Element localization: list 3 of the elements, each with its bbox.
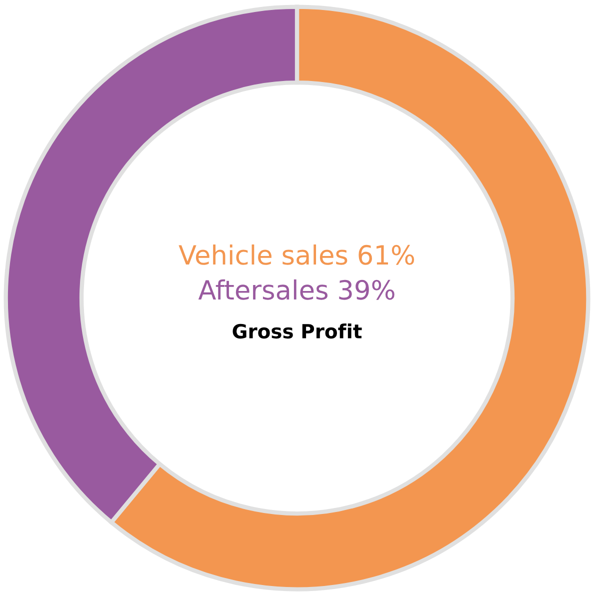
text: Gross Profit: [232, 324, 362, 339]
slice-label: Vehicle sales 61%: [178, 244, 414, 265]
slice-label: Aftersales 39%: [198, 279, 394, 300]
